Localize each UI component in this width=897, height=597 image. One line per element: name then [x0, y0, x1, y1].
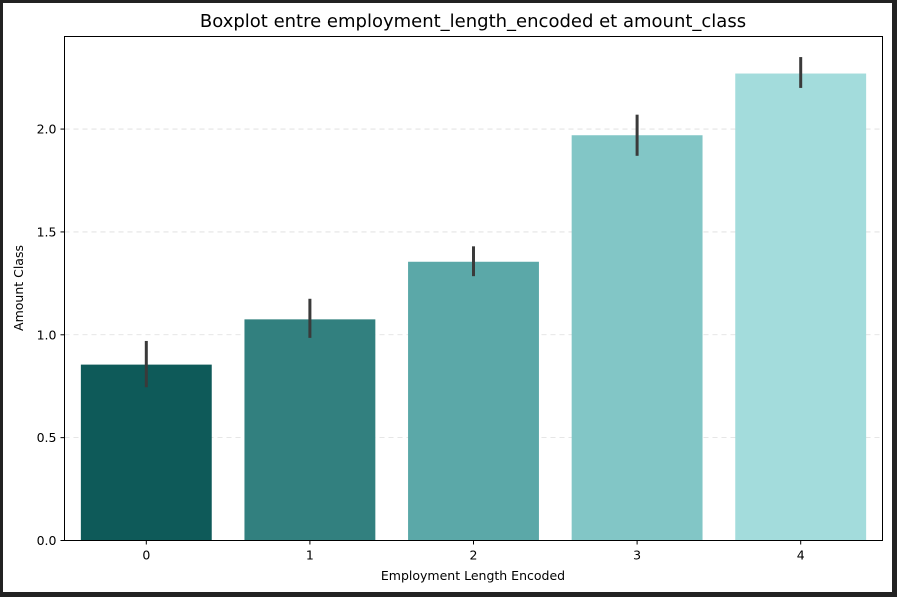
bar-1 [244, 319, 376, 541]
bar-3 [571, 135, 703, 541]
x-tick-label: 0 [142, 548, 150, 563]
y-axis-ticks: 0.0 0.5 1.0 1.5 2.0 [37, 122, 65, 548]
x-tick-label: 2 [470, 548, 478, 563]
x-axis-ticks: 0 1 2 3 4 [142, 540, 805, 563]
x-tick-label: 3 [633, 548, 641, 563]
error-bars-group [144, 57, 803, 388]
x-tick-label: 1 [306, 548, 314, 563]
y-tick-label: 0.0 [37, 533, 57, 548]
x-tick-label: 4 [797, 548, 805, 563]
y-tick-label: 1.5 [37, 224, 57, 239]
y-tick-label: 0.5 [37, 430, 57, 445]
chart-title: Boxplot entre employment_length_encoded … [200, 11, 746, 32]
y-tick-label: 1.0 [37, 327, 57, 342]
bar-4 [735, 73, 867, 541]
bar-2 [408, 261, 539, 541]
bar-0 [80, 364, 212, 541]
y-axis-label: Amount Class [11, 245, 26, 331]
x-axis-label: Employment Length Encoded [381, 568, 565, 583]
bars-group [80, 73, 867, 541]
y-tick-label: 2.0 [37, 122, 57, 137]
